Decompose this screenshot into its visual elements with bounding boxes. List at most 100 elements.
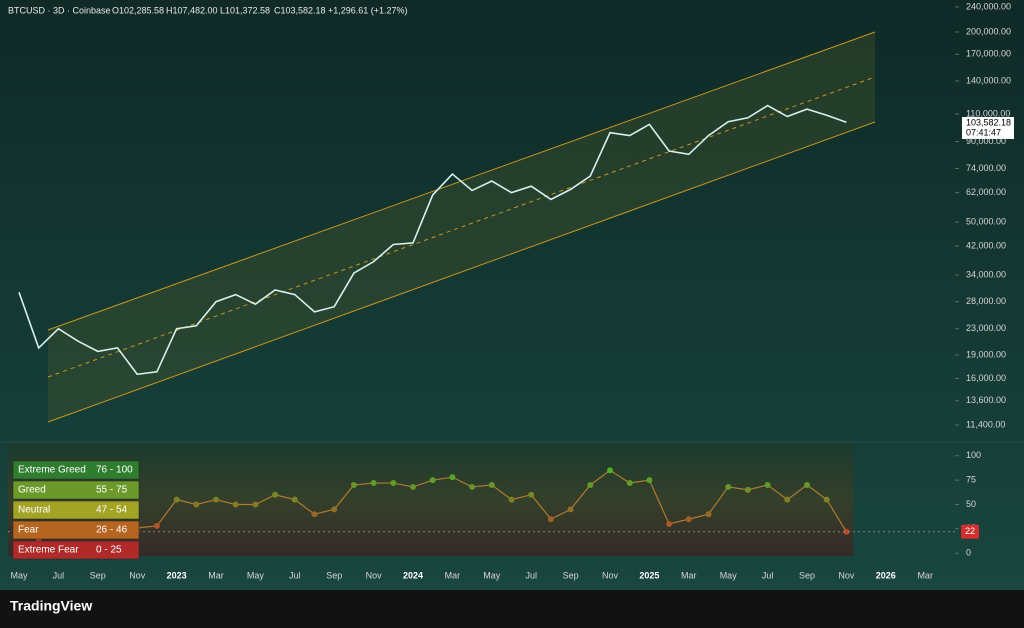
sentiment-dot xyxy=(252,501,259,508)
sentiment-dot xyxy=(350,481,357,488)
sentiment-dot xyxy=(804,481,810,488)
y-tick-label: 62,000.00 xyxy=(966,187,1006,197)
y-tick-label: 0 xyxy=(966,548,971,558)
zone-label: Extreme Greed xyxy=(18,465,86,476)
symbol-title: BTCUSD · 3D · Coinbase xyxy=(8,5,111,15)
zone-row xyxy=(12,540,140,560)
zone-row xyxy=(12,460,140,480)
y-tick-label: 19,000.00 xyxy=(966,349,1006,359)
x-tick-label: 2025 xyxy=(639,570,659,580)
x-tick-label: Nov xyxy=(129,570,146,580)
x-tick-label: Jul xyxy=(53,570,65,580)
zone-row xyxy=(12,480,140,500)
y-tick-label: 100 xyxy=(966,450,981,460)
last-price: 103,582.18 xyxy=(966,117,1011,127)
sentiment-dot xyxy=(232,501,239,508)
sentiment-dot xyxy=(193,501,200,508)
sentiment-dot xyxy=(547,516,554,523)
countdown: 07:41:47 xyxy=(966,127,1001,137)
last-value-label: 22 xyxy=(965,526,975,536)
y-tick-label: 75 xyxy=(966,474,976,484)
sentiment-dot xyxy=(488,481,495,488)
x-tick-label: Nov xyxy=(838,570,855,580)
x-tick-label: May xyxy=(247,570,265,580)
x-tick-label: Jul xyxy=(525,570,537,580)
high: H107,482.00 xyxy=(166,5,218,15)
sentiment-dot xyxy=(685,516,692,523)
x-tick-label: Mar xyxy=(208,570,224,580)
change: +1,296.61 (+1.27%) xyxy=(328,5,408,15)
x-tick-label: Mar xyxy=(445,570,461,580)
open: O102,285.58 xyxy=(112,5,164,15)
zone-row xyxy=(12,500,140,520)
zone-range: 47 - 54 xyxy=(96,505,128,516)
x-tick-label: Jul xyxy=(762,570,774,580)
zone-label: Fear xyxy=(18,525,39,536)
x-tick-label: 2026 xyxy=(876,570,896,580)
y-tick-label: 11,400.00 xyxy=(966,419,1005,429)
close: C103,582.18 xyxy=(274,5,326,15)
y-tick-label: 90,000.00 xyxy=(966,136,1006,146)
x-tick-label: Sep xyxy=(563,570,579,580)
sentiment-dot xyxy=(843,528,850,535)
sentiment-dot xyxy=(646,477,653,484)
sentiment-dot xyxy=(508,496,515,503)
indicator-background xyxy=(8,444,853,556)
zone-range: 26 - 46 xyxy=(96,525,128,536)
x-tick-label: Sep xyxy=(326,570,342,580)
channel-fill xyxy=(48,32,875,422)
sentiment-dot xyxy=(626,480,633,487)
sentiment-dot xyxy=(429,477,436,484)
x-tick-label: Jul xyxy=(289,570,301,580)
x-tick-label: Nov xyxy=(366,570,383,580)
zone-range: 0 - 25 xyxy=(96,545,122,556)
sentiment-dot xyxy=(311,511,318,518)
zone-label: Extreme Fear xyxy=(18,545,79,556)
y-tick-label: 23,000.00 xyxy=(966,323,1006,333)
sentiment-dot xyxy=(173,496,180,503)
zone-label: Greed xyxy=(18,485,46,496)
x-tick-label: May xyxy=(720,570,738,580)
y-tick-label: 16,000.00 xyxy=(966,373,1006,383)
x-tick-label: Sep xyxy=(799,570,815,580)
zone-label: Neutral xyxy=(18,505,50,516)
y-tick-label: 13,600.00 xyxy=(966,395,1006,405)
last-value-box xyxy=(961,524,979,539)
sentiment-dot xyxy=(291,496,298,503)
y-tick-label: 50 xyxy=(966,499,976,509)
zone-row xyxy=(12,520,140,540)
sentiment-dot xyxy=(607,467,613,474)
x-tick-label: Mar xyxy=(681,570,697,580)
y-tick-label: 34,000.00 xyxy=(966,269,1006,279)
sentiment-dot xyxy=(449,474,456,481)
x-tick-label: 2023 xyxy=(167,570,187,580)
sentiment-dot xyxy=(213,496,219,503)
sentiment-dot xyxy=(705,511,712,518)
sentiment-dot xyxy=(272,491,279,498)
sentiment-dot xyxy=(410,483,416,490)
y-tick-label: 110,000.00 xyxy=(966,108,1010,118)
sentiment-dot xyxy=(587,481,594,488)
x-tick-label: 2024 xyxy=(403,570,423,580)
y-tick-label: 200,000.00 xyxy=(966,26,1011,36)
brand: TradingView xyxy=(10,598,92,614)
sentiment-dot xyxy=(823,496,830,503)
y-tick-label: 28,000.00 xyxy=(966,296,1006,306)
zone-range: 76 - 100 xyxy=(96,465,133,476)
sentiment-dot xyxy=(153,522,160,529)
x-tick-label: Sep xyxy=(90,570,106,580)
y-tick-label: 50,000.00 xyxy=(966,217,1006,227)
x-tick-label: Nov xyxy=(602,570,619,580)
y-tick-label: 140,000.00 xyxy=(966,75,1011,85)
sentiment-dot xyxy=(567,506,574,513)
y-tick-label: 170,000.00 xyxy=(966,49,1011,59)
x-tick-label: May xyxy=(10,570,28,580)
price-label-box xyxy=(962,117,1014,139)
x-tick-label: Mar xyxy=(917,570,933,580)
sentiment-dot xyxy=(390,480,397,487)
sentiment-dot xyxy=(331,506,338,513)
sentiment-dot xyxy=(528,491,535,498)
sentiment-dot xyxy=(764,481,771,488)
sentiment-dot xyxy=(725,483,732,490)
y-tick-label: 42,000.00 xyxy=(966,240,1006,250)
